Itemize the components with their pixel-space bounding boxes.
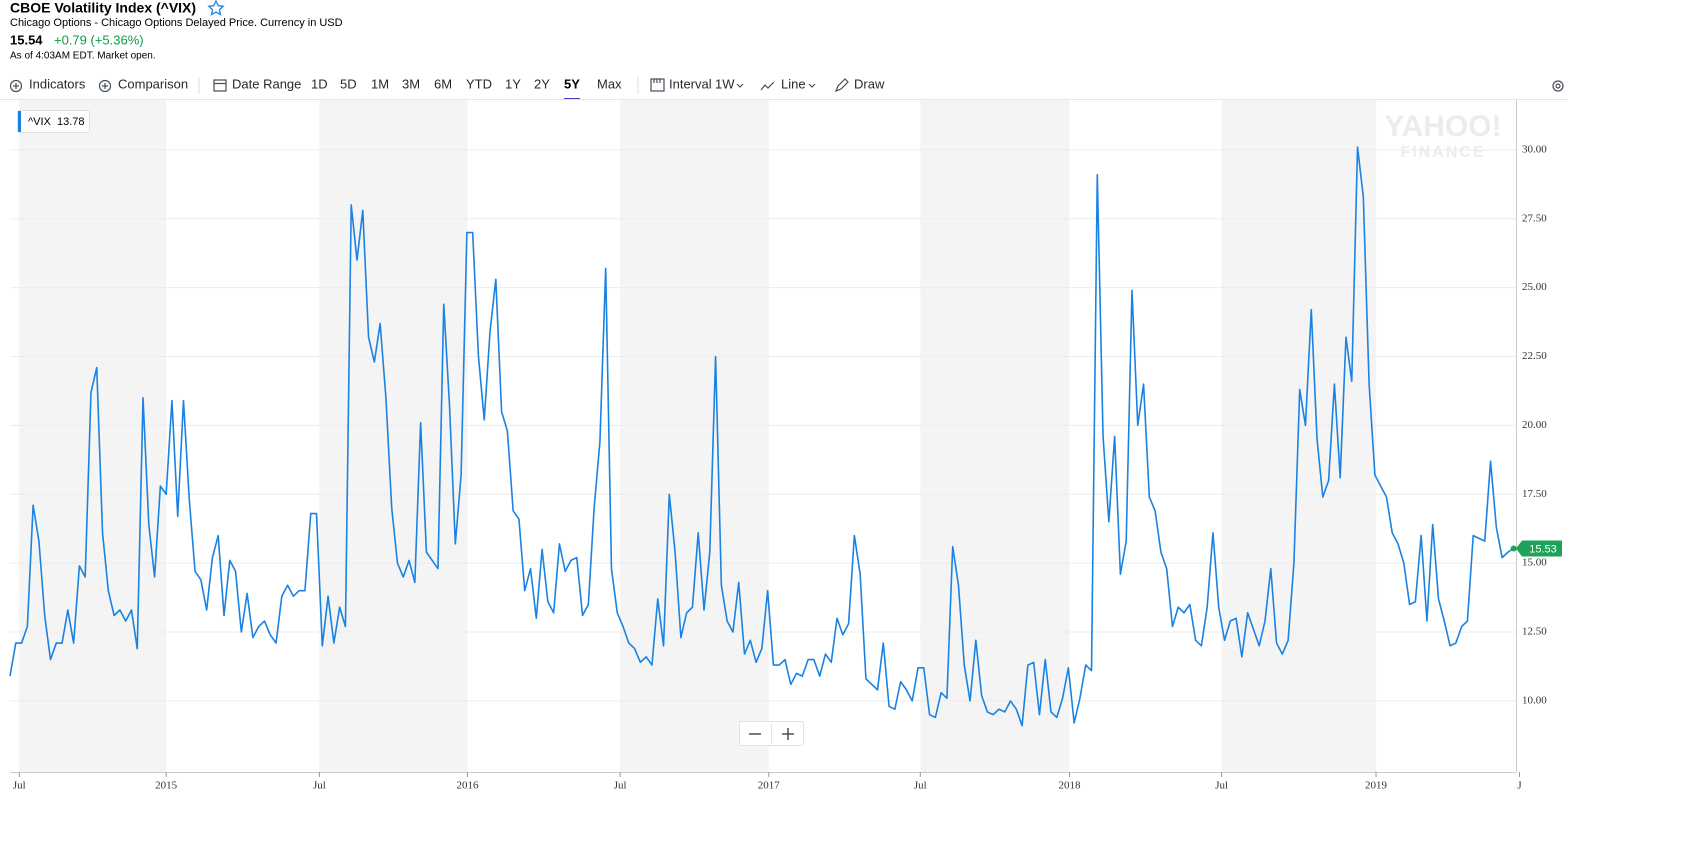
period-shade (319, 100, 468, 772)
comparison-icon (102, 83, 108, 89)
title: CBOE Volatility Index (^VIX) (10, 0, 196, 16)
range-button[interactable]: 1D (311, 76, 328, 91)
range-buttons: 1D 5D 1M 3M 6M YTD 1Y 2Y 5Y Max (311, 76, 622, 100)
indicators-icon (13, 83, 19, 89)
x-tick-label: Jul (13, 780, 26, 792)
range-button[interactable]: 3M (402, 76, 420, 91)
range-button[interactable]: 6M (434, 76, 452, 91)
range-button[interactable]: YTD (466, 76, 492, 91)
y-tick-label: 20.00 (1522, 419, 1547, 431)
period-shade (620, 100, 769, 772)
last-price-label: 15.53 (1529, 543, 1557, 555)
y-tick-label: 15.00 (1522, 557, 1547, 569)
range-button[interactable]: 2Y (534, 76, 550, 91)
y-tick-label: 27.50 (1522, 212, 1547, 224)
x-tick-label: J (1517, 780, 1522, 792)
range-button[interactable]: 5D (340, 76, 357, 91)
x-tick-label: Jul (313, 780, 326, 792)
zoom-controls (739, 721, 804, 746)
legend-box (17, 110, 90, 133)
watermark: FINANCE (1400, 144, 1485, 161)
range-button[interactable]: 1M (371, 76, 389, 91)
interval-value[interactable]: 1W (715, 76, 735, 91)
price-line (9, 146, 1515, 727)
comparison-icon (98, 79, 112, 93)
indicators-icon (9, 79, 23, 93)
y-tick-label: 22.50 (1522, 350, 1547, 362)
x-tick-label: Jul (914, 780, 927, 792)
settings-button[interactable] (1552, 80, 1564, 92)
date-range-button[interactable]: Date Range (232, 76, 301, 91)
y-tick-label: 12.50 (1522, 626, 1547, 638)
range-button[interactable]: 5Y (564, 76, 580, 91)
x-tick-label: 2018 (1059, 780, 1082, 792)
watermark: YAHOO! (1384, 110, 1501, 143)
settings-icon (1555, 83, 1561, 89)
range-button[interactable]: Max (597, 76, 622, 91)
x-tick-label: 2017 (758, 780, 781, 792)
chart-style-button[interactable]: Line (781, 76, 806, 91)
toolbar: Indicators Comparison Date Range 1D 5D 1M 3… (9, 76, 1564, 100)
x-tick-label: 2016 (456, 780, 479, 792)
price-change: +0.79 (+5.36%) (54, 32, 144, 47)
x-tick-label: 2019 (1365, 780, 1388, 792)
indicators-button[interactable]: Indicators (29, 76, 86, 91)
legend-swatch (18, 111, 21, 132)
y-tick-label: 10.00 (1522, 694, 1547, 706)
comparison-button[interactable]: Comparison (118, 76, 188, 91)
status: As of 4:03AM EDT. Market open. (10, 51, 156, 62)
line-icon (760, 81, 775, 91)
last-point (1510, 545, 1517, 552)
zoom-in[interactable] (782, 728, 794, 740)
calendar-icon (213, 79, 227, 92)
price: 15.54 (10, 32, 43, 47)
range-button[interactable]: 1Y (505, 76, 521, 91)
y-tick-label: 17.50 (1522, 488, 1547, 500)
chevron (736, 83, 744, 88)
draw-button[interactable]: Draw (854, 76, 885, 91)
watchlist-star[interactable] (207, 0, 225, 16)
x-tick-label: Jul (614, 780, 627, 792)
draw-icon (834, 78, 849, 93)
chevron (808, 83, 816, 88)
subtitle: Chicago Options - Chicago Options Delaye… (10, 17, 343, 29)
legend-name[interactable]: ^VIX (28, 116, 52, 128)
interval-label[interactable]: Interval (669, 76, 712, 91)
interval-icon (653, 79, 661, 83)
chart: YAHOO!FINANCE 10.00 12.50 15.00 17.50 20.00 22… (9, 100, 1562, 792)
y-tick-label: 25.00 (1522, 281, 1547, 293)
last-price-badge (1516, 540, 1562, 557)
legend-value: 13.78 (57, 116, 85, 128)
y-tick-label: 30.00 (1522, 143, 1547, 155)
x-tick-label: 2015 (155, 780, 178, 792)
x-tick-label: Jul (1215, 780, 1228, 792)
